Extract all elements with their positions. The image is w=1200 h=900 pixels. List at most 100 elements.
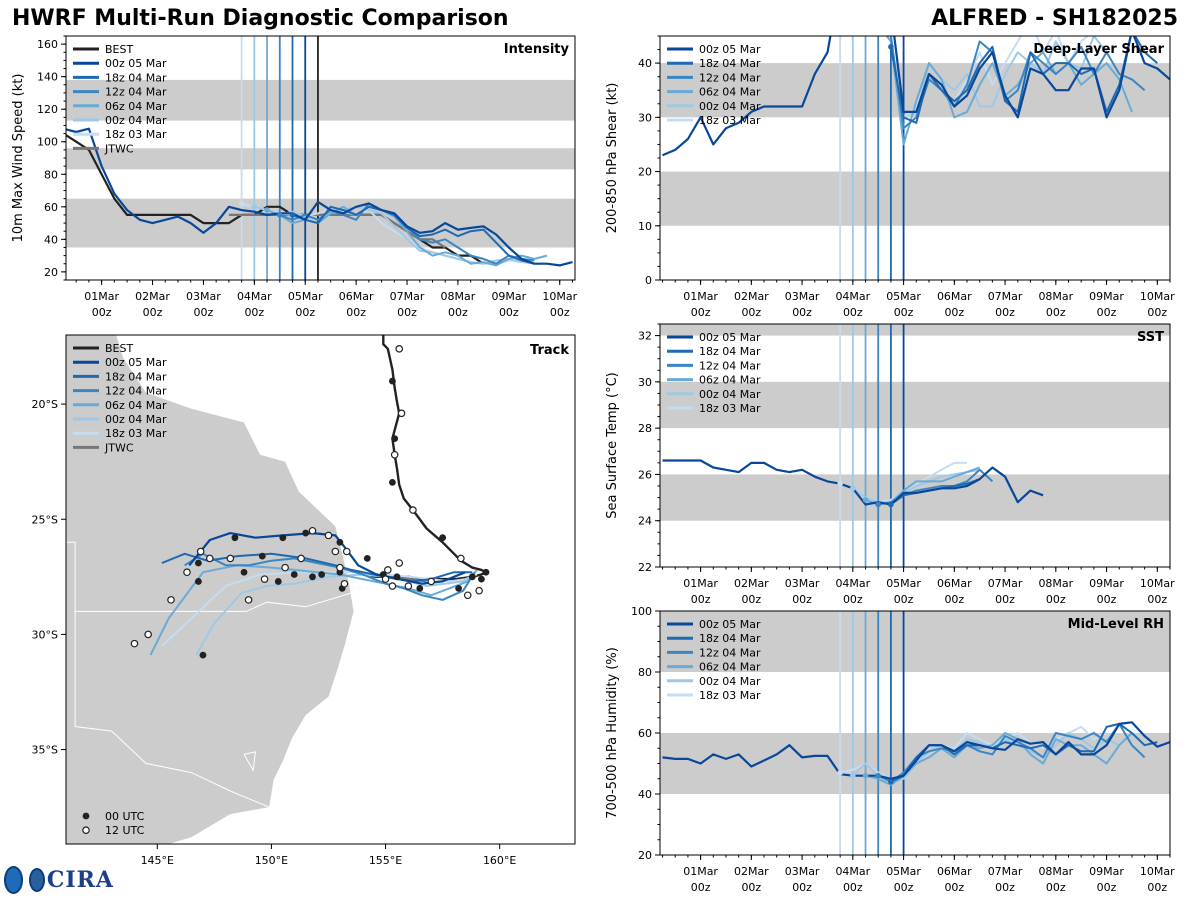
rh-xtick-label: 00z — [1097, 881, 1117, 894]
track-marker-12utc — [388, 582, 397, 590]
track-marker-00utc — [478, 575, 485, 583]
shear-xtick-label: 04Mar — [835, 290, 870, 303]
intensity-xtick-label: 00z — [295, 306, 315, 319]
sst-xtick-label: 00z — [792, 593, 812, 606]
rh-series-00z-05-mar — [662, 721, 1170, 780]
track-marker-00utc — [318, 571, 326, 578]
track-map-area — [66, 335, 490, 844]
track-legend-label: 18z 03 Mar — [105, 427, 167, 440]
sst-xtick-label: 10Mar — [1140, 577, 1175, 590]
track-ytick-label: 20°S — [32, 398, 58, 411]
intensity-xtick-label: 03Mar — [186, 290, 221, 303]
track-marker-00utc — [468, 573, 476, 581]
shear-ytick-label: 0 — [645, 274, 652, 287]
track-marker-12utc — [395, 345, 404, 353]
sst-xtick-label: 00z — [741, 593, 761, 606]
sst-ylabel: Sea Surface Temp (°C) — [605, 372, 620, 519]
intensity-legend-label: 12z 04 Mar — [105, 86, 167, 99]
sst-xtick-label: 00z — [1046, 593, 1066, 606]
sst-threshold-band — [660, 324, 1170, 336]
shear-xtick-label: 10Mar — [1140, 290, 1175, 303]
track-series-best — [362, 335, 488, 581]
sst-init-dot — [888, 501, 894, 508]
track-title: Track — [530, 343, 569, 358]
cira-logo-text: CIRA — [46, 867, 114, 893]
intensity-ytick-label: 140 — [37, 71, 58, 84]
shear-series-18z-04-mar — [889, 36, 1158, 124]
track-ytick-label: 25°S — [32, 513, 58, 526]
track-legend-label: 06z 04 Mar — [105, 399, 167, 412]
intensity-xtick-label: 00z — [346, 306, 366, 319]
sst-frame — [659, 323, 1171, 568]
intensity-legend-label: 06z 04 Mar — [105, 100, 167, 113]
sst-xtick-label: 04Mar — [835, 577, 870, 590]
shear-xtick-label: 02Mar — [734, 290, 769, 303]
shear-title: Deep-Layer Shear — [1033, 42, 1164, 57]
track-marker-00utc — [455, 584, 462, 592]
state-border — [243, 751, 256, 772]
track-marker-12utc — [340, 579, 349, 588]
intensity-init-dot — [238, 200, 245, 207]
sst-ytick-label: 24 — [638, 515, 652, 528]
track-legend-marker-00 — [82, 812, 90, 820]
track-marker-12utc — [397, 409, 406, 418]
rh-xtick-label: 00z — [741, 881, 761, 894]
intensity-xtick-label: 10Mar — [542, 290, 577, 303]
rh-xtick-label: 06Mar — [937, 865, 972, 878]
sst-xtick-label: 00z — [894, 593, 914, 606]
track-legend-label: 18z 04 Mar — [105, 370, 167, 383]
rh-ylabel: 700-500 hPa Humidity (%) — [605, 647, 620, 819]
shear-legend-label: 00z 04 Mar — [699, 100, 761, 113]
sst-init-dot — [850, 485, 856, 492]
track-marker-legend-label: 12 UTC — [105, 824, 145, 837]
shear-series-18z-03-mar — [886, 36, 1090, 119]
rh-xtick-label: 04Mar — [835, 865, 870, 878]
sst-ytick-label: 30 — [638, 376, 652, 389]
intensity-legend-label: 18z 03 Mar — [105, 128, 167, 141]
shear-xtick-label: 00z — [1046, 306, 1066, 319]
shear-legend-label: 06z 04 Mar — [699, 86, 761, 99]
cira-logo: CIRA — [4, 864, 114, 896]
intensity-ytick-label: 60 — [44, 201, 58, 214]
rh-ytick-label: 100 — [631, 605, 652, 618]
track-marker-00utc — [439, 534, 447, 542]
noaa-logo-icon — [4, 866, 23, 894]
shear-xtick-label: 06Mar — [937, 290, 972, 303]
track-marker-12utc — [308, 526, 317, 535]
rh-xtick-label: 03Mar — [785, 865, 820, 878]
track-marker-00utc — [363, 555, 371, 562]
track-marker-12utc — [381, 575, 390, 583]
intensity-ytick-label: 100 — [37, 136, 58, 149]
track-marker-00utc — [393, 573, 401, 581]
intensity-legend-label: JTWC — [104, 142, 134, 155]
rh-legend-label: 12z 04 Mar — [699, 646, 761, 659]
shear-xtick-label: 03Mar — [785, 290, 820, 303]
sst-legend-label: 18z 03 Mar — [699, 402, 761, 415]
shear-ytick-label: 10 — [638, 220, 652, 233]
shear-legend-label: 18z 04 Mar — [699, 57, 761, 70]
sst-series-00z-04-mar — [852, 468, 980, 504]
sst-legend-label: 12z 04 Mar — [699, 359, 761, 372]
track-marker-12utc — [475, 586, 483, 595]
sst-xtick-label: 01Mar — [683, 577, 718, 590]
intensity-ytick-label: 160 — [37, 38, 58, 51]
sst-xtick-label: 05Mar — [886, 577, 921, 590]
track-marker-12utc — [260, 575, 269, 583]
track-xtick-label: 155°E — [369, 854, 402, 867]
intensity-xtick-label: 00z — [143, 306, 163, 319]
intensity-legend-label: BEST — [105, 43, 133, 56]
rh-ytick-label: 60 — [638, 727, 652, 740]
panel-rh: 20 40 60 80 100 01Mar 00z 02Mar 00z 03Mar 00z 04Mar… — [605, 605, 1175, 894]
shear-series-00z-05-mar — [662, 36, 1170, 157]
rh-xtick-label: 00z — [792, 881, 812, 894]
shear-xtick-label: 00z — [995, 306, 1015, 319]
rh-legend-label: 06z 04 Mar — [699, 661, 761, 674]
intensity-ylabel: 10m Max Wind Speed (kt) — [11, 74, 26, 243]
track-marker-12utc — [457, 554, 465, 563]
panel-sst: 22 24 26 28 30 32 01Mar 00z 02Mar 00z 03Mar 00z 04Ma… — [605, 323, 1175, 606]
track-legend-label: 12z 04 Mar — [105, 385, 167, 398]
track-legend-label: 00z 04 Mar — [105, 413, 167, 426]
track-xtick-label: 145°E — [141, 854, 174, 867]
sst-threshold-band — [660, 381, 1170, 429]
track-marker-00utc — [258, 552, 266, 560]
